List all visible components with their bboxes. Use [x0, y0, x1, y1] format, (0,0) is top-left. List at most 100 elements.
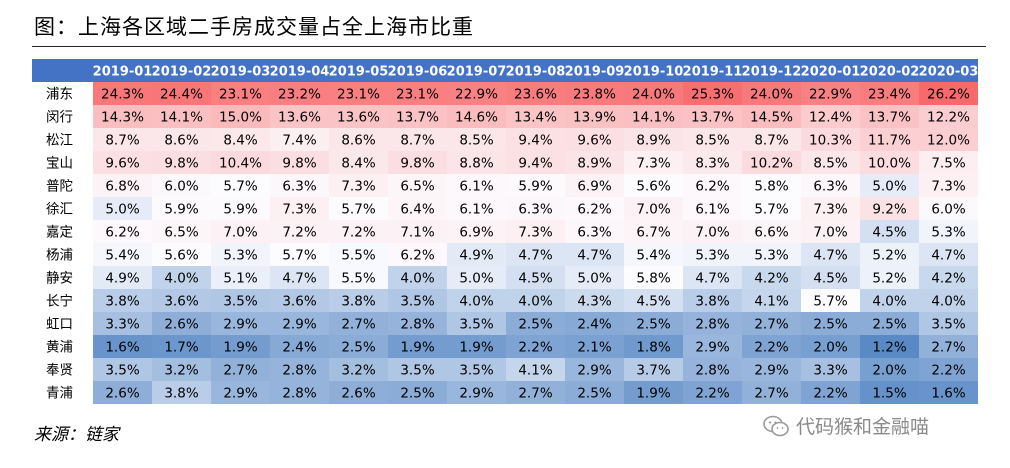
heatmap-cell [506, 358, 565, 381]
cell-value: 12.2% [927, 110, 970, 126]
row-label: 静安 [46, 271, 73, 287]
cell-value: 8.9% [577, 156, 611, 172]
cell-value: 2.7% [223, 363, 257, 379]
heatmap-cell [93, 335, 152, 358]
cell-value: 5.7% [341, 202, 375, 218]
heatmap-cell [506, 289, 565, 312]
cell-value: 7.2% [341, 225, 375, 241]
column-header: 2019-06 [388, 65, 448, 80]
heatmap-cell [270, 266, 329, 289]
heatmap-cell [447, 82, 506, 105]
heatmap-cell [742, 105, 801, 128]
cell-value: 4.7% [577, 248, 611, 264]
heatmap-cell [801, 289, 860, 312]
cell-value: 26.2% [927, 87, 970, 103]
heatmap-cell [506, 174, 565, 197]
heatmap-cell [152, 312, 211, 335]
heatmap-cell [270, 289, 329, 312]
column-header: 2019-09 [565, 65, 625, 80]
heatmap-cell [742, 312, 801, 335]
cell-value: 9.8% [164, 156, 198, 172]
cell-value: 3.3% [813, 363, 847, 379]
heatmap-cell [211, 197, 270, 220]
heatmap-cell [270, 105, 329, 128]
heatmap-cell [565, 105, 624, 128]
heatmap-cell [388, 381, 447, 404]
cell-value: 3.6% [282, 294, 316, 310]
cell-value: 23.1% [337, 87, 380, 103]
cell-value: 5.3% [931, 225, 965, 241]
cell-value: 6.0% [164, 179, 198, 195]
heatmap-cell [506, 105, 565, 128]
row-label: 长宁 [46, 293, 73, 310]
cell-value: 3.5% [931, 317, 965, 333]
row-label: 松江 [46, 133, 73, 149]
heatmap-cell [329, 197, 388, 220]
heatmap-cell [447, 335, 506, 358]
heatmap-cell [329, 82, 388, 105]
cell-value: 2.4% [577, 317, 611, 333]
cell-value: 5.7% [223, 179, 257, 195]
heatmap-cell [329, 128, 388, 151]
wechat-icon [763, 415, 789, 436]
cell-value: 2.1% [577, 340, 611, 356]
heatmap-cell [683, 335, 742, 358]
cell-value: 7.0% [695, 225, 729, 241]
cell-value: 4.7% [282, 271, 316, 287]
heatmap-cell [211, 312, 270, 335]
heatmap-cell [801, 335, 860, 358]
heatmap-cell [93, 312, 152, 335]
cell-value: 2.5% [813, 317, 847, 333]
cell-value: 7.4% [282, 133, 316, 149]
heatmap-cell [683, 358, 742, 381]
cell-value: 9.6% [577, 133, 611, 149]
cell-value: 1.6% [931, 386, 965, 402]
cell-value: 2.7% [341, 317, 375, 333]
heatmap-cell [388, 151, 447, 174]
heatmap-cell [683, 174, 742, 197]
heatmap-cell [919, 174, 978, 197]
cell-value: 6.9% [459, 225, 493, 241]
heatmap-cell [388, 243, 447, 266]
heatmap-cell [624, 312, 683, 335]
cell-value: 2.7% [754, 317, 788, 333]
heatmap-cell [388, 174, 447, 197]
cell-value: 13.7% [868, 110, 911, 126]
heatmap-cell [565, 128, 624, 151]
heatmap-cell [270, 243, 329, 266]
heatmap-cell [329, 220, 388, 243]
cell-value: 4.7% [518, 248, 552, 264]
cell-value: 24.0% [632, 87, 675, 103]
cell-value: 5.2% [872, 271, 906, 287]
heatmap-cell [742, 82, 801, 105]
heatmap-cell [624, 220, 683, 243]
cell-value: 4.9% [105, 271, 139, 287]
cell-value: 2.2% [813, 386, 847, 402]
cell-value: 12.4% [809, 110, 852, 126]
cell-value: 3.8% [164, 386, 198, 402]
cell-value: 14.6% [455, 110, 498, 126]
heatmap-cell [506, 197, 565, 220]
heatmap-cell [919, 312, 978, 335]
cell-value: 2.5% [636, 317, 670, 333]
cell-value: 3.8% [341, 294, 375, 310]
cell-value: 1.9% [223, 340, 257, 356]
cell-value: 4.5% [872, 225, 906, 241]
cell-value: 13.6% [278, 110, 321, 126]
cell-value: 2.2% [931, 363, 965, 379]
heatmap-cell [388, 82, 447, 105]
heatmap-cell [742, 266, 801, 289]
heatmap-cell [506, 82, 565, 105]
heatmap-cell [447, 358, 506, 381]
cell-value: 8.6% [164, 133, 198, 149]
cell-value: 5.2% [872, 248, 906, 264]
heatmap-cell [683, 266, 742, 289]
heatmap-cell [329, 105, 388, 128]
cell-value: 9.4% [518, 156, 552, 172]
cell-value: 7.3% [341, 179, 375, 195]
cell-value: 2.9% [223, 386, 257, 402]
cell-value: 5.3% [754, 248, 788, 264]
heatmap-cell [801, 128, 860, 151]
heatmap-cell [93, 243, 152, 266]
heatmap-cell [801, 105, 860, 128]
